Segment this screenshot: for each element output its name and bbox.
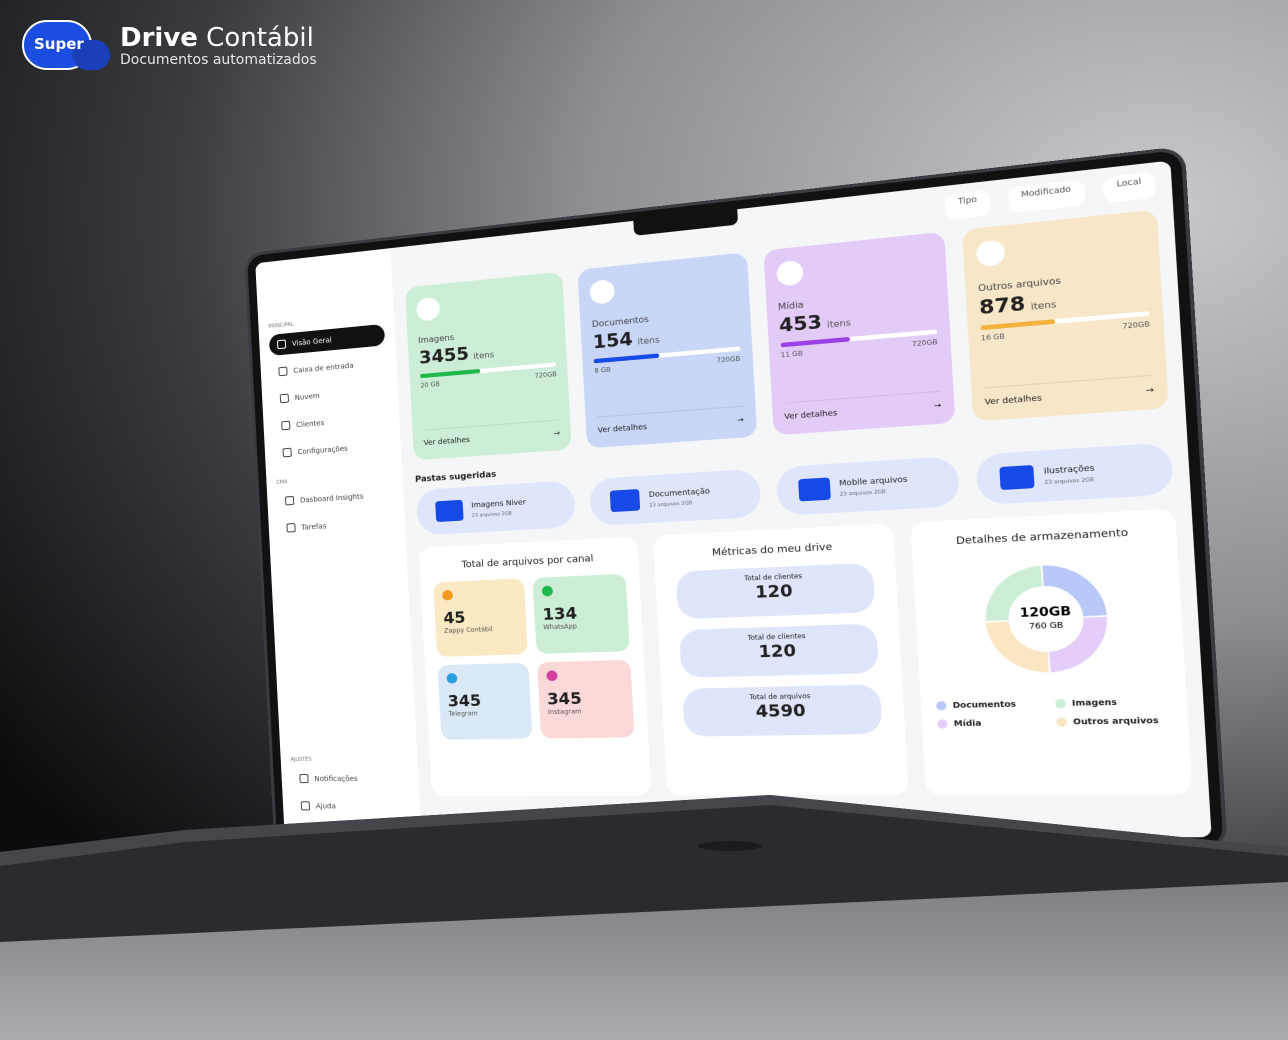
title-bold: Drive [120,23,198,53]
ledge [0,880,1288,1040]
logo: Super [22,20,110,72]
hinge [698,841,762,851]
dashboard: PRINCIPAL Visão Geral Caixa de entrada Nuve… [255,160,1212,838]
panels: Total de arquivos por canal 45 Zappy Contá… [418,508,1193,796]
brand-subtitle: Documentos automatizados [120,52,317,68]
title-rest: Contábil [206,23,314,53]
storage-panel: Detalhes de armazenamento 120GB 760 GB Docu… [910,508,1193,795]
brand: Super Drive Contábil Documentos automati… [22,20,317,72]
badge: Super [34,35,84,53]
main: Tipo Modificado Local Imagens 3455 itens 20 GB… [390,161,1211,838]
brand-text: Drive Contábil Documentos automatizados [120,24,317,68]
laptop-screen: PRINCIPAL Visão Geral Caixa de entrada Nuve… [247,149,1224,848]
donut-label: 120GB [1019,604,1071,620]
brand-title: Drive Contábil [120,24,317,52]
donut-label: 760 GB [1029,621,1064,631]
lid-edge [0,795,1288,866]
